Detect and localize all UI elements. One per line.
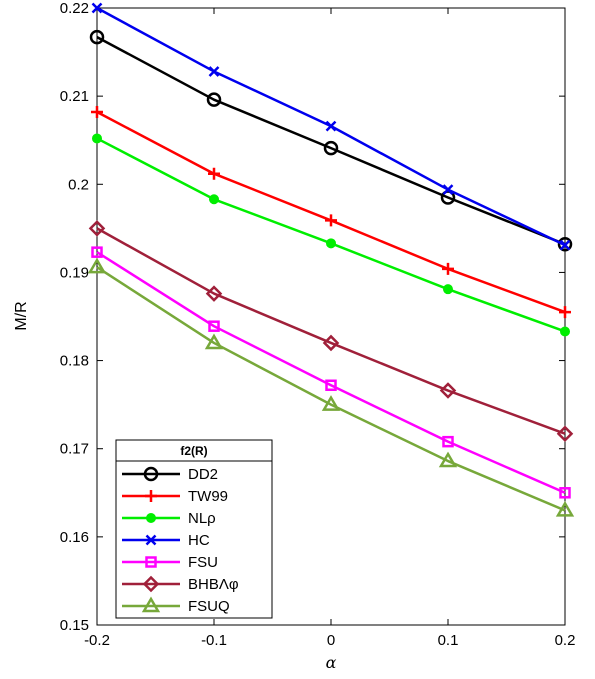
- legend-swatch-marker: [143, 466, 159, 482]
- data-point: [442, 184, 454, 195]
- data-point: [323, 140, 339, 156]
- legend-items: DD2 TW99 NLρ HC FSU BHBΛφ FSUQ: [122, 466, 239, 615]
- data-point: [206, 92, 222, 107]
- series-layer: [87, 2, 575, 517]
- x-tick-label: -0.2: [84, 632, 110, 649]
- legend-title: f2(R): [180, 444, 207, 458]
- data-point: [443, 284, 453, 295]
- data-point: [559, 239, 571, 251]
- legend-box: [115, 439, 273, 619]
- y-tick-label: 0.21: [60, 88, 89, 105]
- legend-item: FSUQ: [122, 596, 230, 615]
- data-point: [208, 66, 220, 77]
- data-point: [91, 246, 103, 258]
- series-line: [96, 227, 566, 435]
- x-tick-label: 0: [327, 632, 335, 649]
- data-point: [322, 334, 340, 352]
- legend-label: FSU: [188, 554, 218, 571]
- legend-item: FSU: [122, 554, 218, 571]
- legend-item: DD2: [122, 466, 218, 483]
- series-bhb-: [88, 220, 574, 442]
- data-point: [440, 190, 456, 205]
- legend-label: DD2: [188, 466, 218, 483]
- legend-item: BHBΛφ: [122, 575, 239, 593]
- x-tick-label: 0.2: [555, 632, 576, 649]
- data-point: [442, 262, 454, 275]
- x-axis-label: α: [326, 653, 337, 672]
- legend-item: HC: [122, 532, 210, 549]
- series-nl-: [92, 133, 570, 337]
- data-point: [439, 382, 457, 399]
- series-dd2: [89, 29, 573, 252]
- data-point: [438, 451, 458, 468]
- x-tick-label: -0.1: [201, 632, 227, 649]
- data-point: [325, 379, 337, 392]
- series-hc: [91, 2, 571, 251]
- legend-label: NLρ: [188, 510, 216, 527]
- y-tick-label: 0.19: [60, 264, 89, 281]
- y-tick-label: 0.16: [60, 529, 89, 546]
- legend-swatch-marker: [145, 490, 157, 502]
- legend-swatch-marker: [146, 513, 156, 523]
- data-point: [87, 257, 107, 274]
- data-point: [321, 395, 341, 411]
- data-point: [205, 285, 223, 302]
- legend-swatch-marker: [142, 575, 160, 593]
- data-point: [557, 236, 573, 252]
- data-point: [208, 320, 220, 332]
- y-tick-label: 0.2: [68, 176, 89, 193]
- legend: f2(R) DD2 TW99 NLρ HC FSU BHBΛφ FSUQ: [115, 439, 273, 619]
- data-point: [556, 425, 574, 442]
- data-point: [326, 238, 336, 249]
- data-point: [325, 214, 337, 227]
- series-line: [96, 137, 566, 333]
- data-point: [559, 306, 571, 319]
- data-point: [88, 220, 106, 237]
- legend-label: HC: [188, 532, 210, 549]
- data-point: [91, 2, 103, 14]
- series-fsu: [91, 246, 571, 499]
- x-tick-label: 0.1: [438, 632, 459, 649]
- y-tick-label: 0.15: [60, 617, 89, 634]
- data-point: [325, 120, 337, 132]
- legend-label: FSUQ: [188, 598, 230, 615]
- data-point: [442, 435, 454, 448]
- data-point: [89, 29, 105, 45]
- legend-label: TW99: [188, 488, 228, 505]
- axis-ticks: -0.2 -0.1 0 0.1 0.2 0.15 0.16 0.17 0.18 0.19 0.2 0.…: [60, 0, 576, 649]
- data-point: [555, 500, 575, 517]
- legend-item: NLρ: [122, 510, 216, 527]
- legend-swatch-marker: [145, 556, 157, 568]
- data-point: [204, 333, 224, 350]
- y-tick-label: 0.22: [60, 0, 89, 17]
- legend-swatch-marker: [141, 596, 161, 613]
- y-tick-label: 0.18: [60, 353, 89, 370]
- data-point: [560, 326, 570, 337]
- data-point: [209, 194, 219, 205]
- series-tw99: [91, 106, 571, 319]
- legend-label: BHBΛφ: [188, 576, 239, 593]
- series-line: [96, 266, 566, 512]
- data-point: [92, 133, 102, 144]
- series-line: [96, 251, 566, 494]
- series-fsuq: [87, 257, 575, 517]
- data-point: [559, 487, 571, 499]
- data-point: [208, 167, 220, 180]
- legend-item: TW99: [122, 488, 228, 505]
- y-tick-label: 0.17: [60, 441, 89, 458]
- data-point: [91, 106, 103, 119]
- y-axis-label: M/R: [13, 301, 30, 330]
- legend-swatch-marker: [145, 534, 157, 546]
- series-line: [96, 35, 566, 246]
